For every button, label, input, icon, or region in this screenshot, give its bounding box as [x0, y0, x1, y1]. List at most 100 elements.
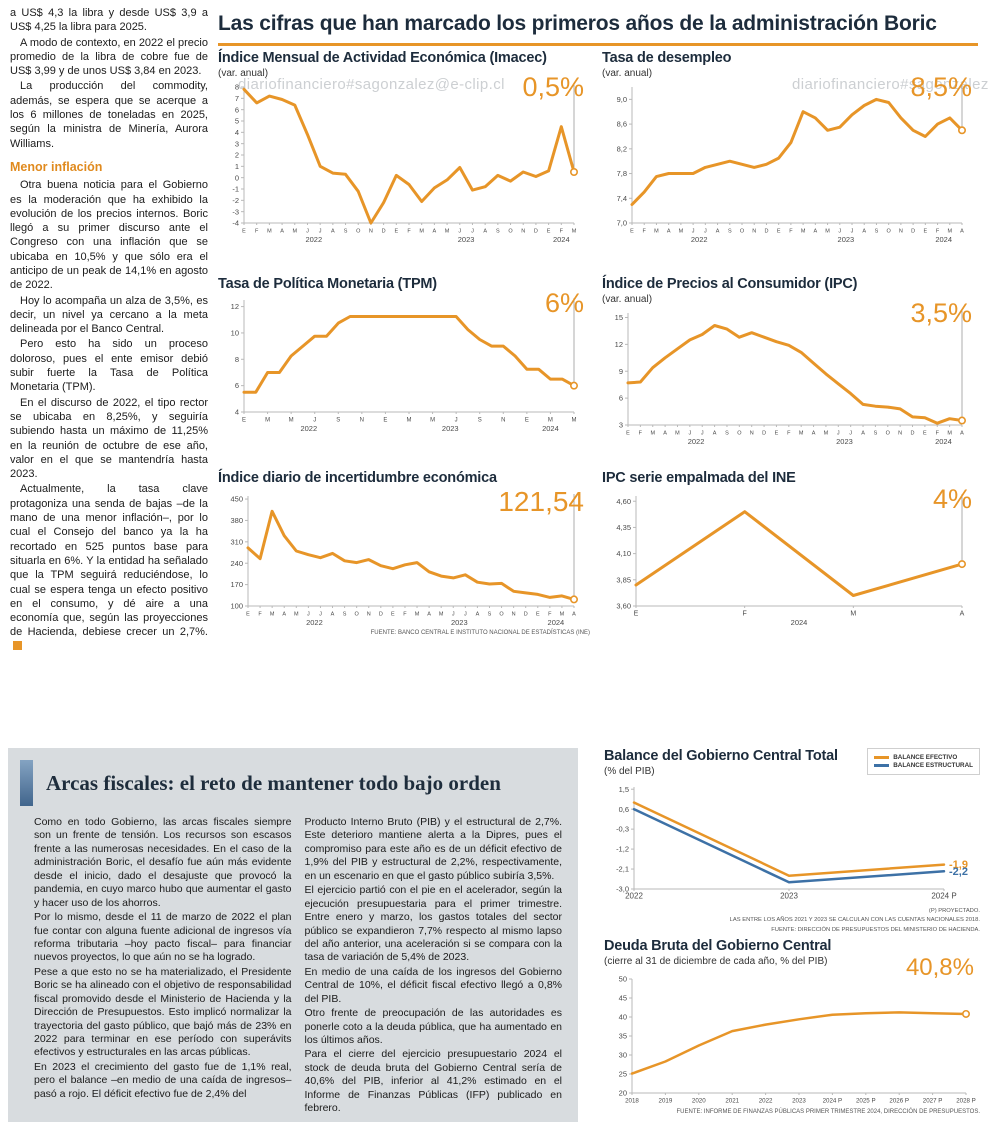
svg-text:8,6: 8,6 [617, 120, 627, 129]
svg-text:2023: 2023 [792, 1098, 806, 1105]
svg-text:A: A [331, 612, 335, 618]
svg-text:N: N [367, 612, 371, 618]
svg-text:O: O [355, 612, 360, 618]
svg-text:3,85: 3,85 [616, 575, 631, 584]
svg-text:M: M [850, 611, 856, 618]
svg-text:O: O [508, 229, 513, 235]
chart-plot-incertidumbre: 450 380 310 240 170 100 E F M A M J J A S O N D E F M A M J J A S O… [218, 488, 590, 628]
svg-text:M: M [430, 418, 435, 424]
svg-text:E: E [536, 612, 540, 618]
svg-text:1: 1 [235, 162, 239, 171]
svg-text:2018: 2018 [625, 1098, 639, 1105]
svg-text:30: 30 [619, 1051, 627, 1060]
svg-text:J: J [838, 229, 841, 235]
legend-swatch-orange [874, 755, 890, 759]
chart-card-imacec: Índice Mensual de Actividad Económica (I… [218, 50, 590, 245]
page-title: Las cifras que han marcado los primeros … [218, 12, 978, 46]
chart-title: Tasa de Política Monetaria (TPM) [218, 276, 437, 292]
svg-text:40: 40 [619, 1013, 627, 1022]
svg-text:3: 3 [235, 139, 239, 148]
fiscal-column-2: Producto Interno Bruto (PIB) y el estruc… [305, 816, 563, 1117]
svg-text:2023: 2023 [442, 424, 459, 433]
fiscal-column-1: Como en todo Gobierno, las arcas fiscale… [34, 816, 292, 1117]
svg-text:E: E [626, 431, 630, 437]
svg-text:2024: 2024 [542, 424, 559, 433]
svg-text:S: S [728, 229, 732, 235]
svg-text:J: J [464, 612, 467, 618]
svg-text:M: M [825, 229, 830, 235]
svg-text:1,5: 1,5 [619, 785, 629, 794]
svg-text:E: E [630, 229, 634, 235]
svg-text:A: A [433, 229, 437, 235]
svg-text:100: 100 [230, 602, 243, 611]
chart-latest-value: 8,5% [910, 72, 972, 102]
svg-text:45: 45 [619, 994, 627, 1003]
svg-text:A: A [282, 612, 286, 618]
svg-text:A: A [427, 612, 431, 618]
chart-subtitle: (cierre al 31 de diciembre de cada año, … [604, 956, 828, 967]
svg-text:10: 10 [231, 329, 239, 338]
svg-text:-2,2: -2,2 [949, 866, 968, 878]
svg-text:E: E [383, 418, 387, 424]
svg-text:-3,0: -3,0 [616, 885, 629, 894]
svg-text:6: 6 [235, 105, 239, 114]
svg-text:J: J [849, 431, 852, 437]
svg-text:6: 6 [235, 381, 239, 390]
svg-text:A: A [862, 229, 866, 235]
svg-text:D: D [534, 229, 538, 235]
svg-text:25: 25 [619, 1070, 627, 1079]
svg-text:M: M [265, 418, 270, 424]
svg-text:-1: -1 [232, 185, 239, 194]
svg-text:6: 6 [619, 394, 623, 403]
svg-text:2025 P: 2025 P [856, 1098, 876, 1105]
paragraph-text: Actualmente, la tasa clave protagoniza u… [10, 483, 208, 639]
paragraph: En 2023 el crecimiento del gasto fue de … [34, 1060, 292, 1100]
svg-text:N: N [360, 418, 364, 424]
svg-text:N: N [512, 612, 516, 618]
svg-text:4,35: 4,35 [616, 523, 631, 532]
chart-subtitle: (var. anual) [602, 68, 653, 79]
svg-text:2019: 2019 [659, 1098, 673, 1105]
svg-text:8: 8 [235, 355, 239, 364]
fiscal-article-body: Como en todo Gobierno, las arcas fiscale… [20, 816, 564, 1117]
svg-text:2: 2 [235, 151, 239, 160]
svg-text:M: M [560, 612, 565, 618]
svg-text:-1,9: -1,9 [949, 859, 968, 871]
svg-text:J: J [319, 612, 322, 618]
svg-text:F: F [548, 612, 552, 618]
svg-text:S: S [725, 431, 729, 437]
svg-text:E: E [923, 431, 927, 437]
svg-text:A: A [572, 612, 576, 618]
chart-plot-ipc-empalmada: 4,60 4,35 4,10 3,85 3,60 E F M A 2024 [602, 488, 978, 628]
chart-title: Índice diario de incertidumbre económica [218, 470, 497, 486]
svg-text:2023: 2023 [836, 437, 853, 446]
svg-text:A: A [713, 431, 717, 437]
chart-footnotes: (P) PROYECTADO. LAS ENTRE LOS AÑOS 2021 … [604, 907, 980, 935]
svg-text:M: M [824, 431, 829, 437]
svg-text:J: J [319, 229, 322, 235]
svg-text:D: D [524, 612, 528, 618]
chart-latest-value: 121,54 [498, 486, 584, 517]
chart-latest-value: 6% [544, 288, 584, 318]
svg-text:N: N [521, 229, 525, 235]
svg-text:J: J [837, 431, 840, 437]
svg-text:E: E [242, 418, 246, 424]
svg-text:2024: 2024 [935, 235, 952, 244]
chart-title: Balance del Gobierno Central Total [604, 748, 838, 764]
footnote: FUENTE: DIRECCIÓN DE PRESUPUESTOS DEL MI… [771, 926, 980, 933]
chart-card-ipc-empalmada: IPC serie empalmada del INE 4% 4,60 4,35 4… [602, 470, 978, 628]
chart-plot-desempleo: 9,0 8,6 8,2 7,8 7,4 7,0 E F M A M J J A S O N D E F M A M J J A S O… [602, 81, 978, 245]
svg-text:50: 50 [619, 975, 627, 984]
svg-text:2022: 2022 [688, 437, 705, 446]
svg-text:S: S [488, 612, 492, 618]
svg-text:J: J [313, 418, 316, 424]
paragraph: La producción del commodity, además, se … [10, 80, 208, 150]
svg-text:170: 170 [230, 580, 243, 589]
svg-text:M: M [572, 229, 577, 235]
left-article-column: a US$ 4,3 la libra y desde US$ 3,9 a US$… [10, 6, 208, 655]
svg-text:A: A [663, 431, 667, 437]
svg-text:F: F [403, 612, 407, 618]
svg-text:F: F [936, 229, 940, 235]
svg-text:A: A [667, 229, 671, 235]
